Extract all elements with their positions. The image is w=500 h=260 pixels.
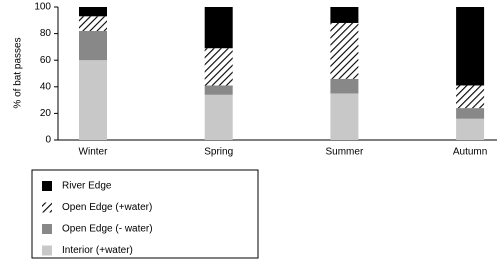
bar-segment — [79, 16, 107, 31]
x-tick-label: Winter — [79, 147, 109, 158]
legend-swatch — [42, 245, 52, 256]
bar-segment — [79, 7, 107, 17]
bar-segment — [204, 48, 233, 86]
bar-segment — [204, 94, 233, 140]
bar-segment — [330, 78, 359, 94]
legend-swatch — [42, 224, 52, 234]
legend-label: Open Edge (+water) — [62, 202, 152, 213]
bar-segment — [456, 7, 485, 86]
y-tick-label: 100 — [34, 2, 51, 13]
bar-segment — [204, 7, 233, 49]
legend-label: Interior (+water) — [62, 245, 133, 256]
legend-swatch — [42, 181, 52, 191]
bar-segment — [456, 108, 485, 119]
y-axis-label: % of bat passes — [13, 37, 24, 108]
x-tick-label: Spring — [204, 147, 233, 158]
bar-segment — [79, 30, 107, 61]
bar-segment — [456, 118, 485, 140]
legend-label: River Edge — [62, 181, 112, 192]
bar-segment — [330, 22, 359, 79]
bar-segment — [330, 93, 359, 140]
y-tick-label: 40 — [40, 81, 52, 92]
bar-segment — [330, 7, 359, 23]
legend-swatch — [42, 202, 52, 213]
y-tick-label: 0 — [45, 135, 51, 146]
bar-segment — [456, 85, 485, 109]
y-tick-label: 80 — [40, 28, 52, 39]
bar-segment — [79, 60, 107, 141]
legend-box — [31, 169, 259, 259]
x-tick-label: Autumn — [453, 147, 487, 158]
y-tick-label: 20 — [40, 108, 52, 119]
y-tick-label: 60 — [40, 55, 52, 66]
legend-label: Open Edge (- water) — [62, 224, 153, 235]
x-tick-label: Summer — [326, 147, 364, 158]
bar-segment — [204, 85, 233, 95]
